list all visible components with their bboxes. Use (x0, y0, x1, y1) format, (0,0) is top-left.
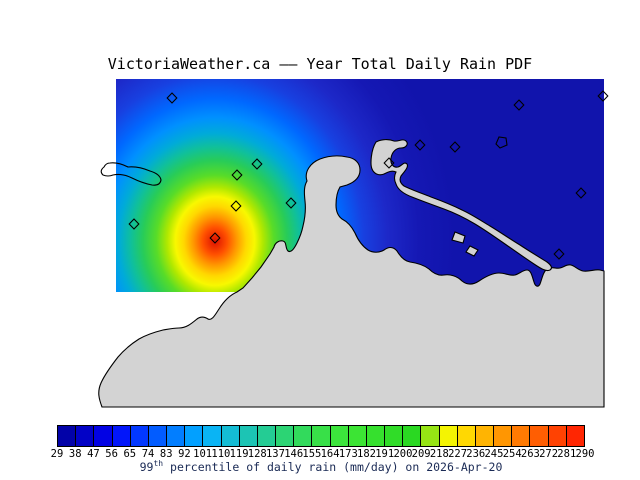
figure-title: VictoriaWeather.ca —— Year Total Daily R… (107, 55, 533, 73)
colorbar-cell (566, 426, 584, 446)
colorbar-cell (257, 426, 277, 446)
islet (451, 231, 466, 244)
colorbar-cell (148, 426, 168, 446)
station-marker-diamond (251, 158, 263, 170)
colorbar-cell (58, 426, 77, 446)
station-marker-diamond (513, 99, 525, 111)
colorbar-cell (494, 426, 513, 446)
station-marker-diamond (230, 200, 242, 212)
colorbar-cell (276, 426, 295, 446)
station-marker-diamond (553, 248, 565, 260)
station-marker-diamond (166, 92, 178, 104)
small-island-outline-west (100, 162, 162, 186)
station-markers (128, 90, 609, 260)
colorbar-cell (185, 426, 204, 446)
station-marker-diamond (383, 157, 395, 169)
colorbar-cell (112, 426, 131, 446)
station-marker-diamond (449, 141, 461, 153)
colorbar-cell (294, 426, 313, 446)
station-marker-diamond (231, 169, 243, 181)
islet (465, 245, 479, 257)
colorbar-cell (167, 426, 186, 446)
colorbar-cell (530, 426, 549, 446)
colorbar-cell (76, 426, 95, 446)
colorbar-cell (439, 426, 458, 446)
station-marker-diamond (128, 218, 140, 230)
colorbar-cell (221, 426, 240, 446)
colorbar-cell (421, 426, 440, 446)
colorbar-cell (94, 426, 113, 446)
colorbar-cell (130, 426, 149, 446)
colorbar (57, 425, 585, 447)
caption-number: 99 (139, 459, 154, 474)
colorbar-caption: 99th percentile of daily rain (mm/day) o… (0, 459, 640, 474)
station-marker-diamond (209, 232, 221, 244)
colorbar-cell (512, 426, 531, 446)
small-island-outline-pentagon (495, 136, 508, 149)
colorbar-cell (239, 426, 258, 446)
colorbar-cell (330, 426, 349, 446)
colorbar-cell (548, 426, 567, 446)
colorbar-cell (203, 426, 222, 446)
land-olympic-peninsula (98, 155, 605, 408)
colorbar-cell (403, 426, 422, 446)
station-marker-diamond (285, 197, 297, 209)
caption-text: percentile of daily rain (mm/day) on 202… (163, 459, 503, 474)
colorbar-cell (366, 426, 386, 446)
station-marker-diamond (597, 90, 609, 102)
colorbar-cell (385, 426, 404, 446)
land-island-chain (370, 139, 552, 272)
colorbar-cell (457, 426, 476, 446)
colorbar-cell (312, 426, 331, 446)
caption-ordinal: th (153, 459, 164, 468)
station-marker-diamond (414, 139, 426, 151)
station-marker-diamond (575, 187, 587, 199)
colorbar-cell (348, 426, 367, 446)
colorbar-cell (475, 426, 495, 446)
